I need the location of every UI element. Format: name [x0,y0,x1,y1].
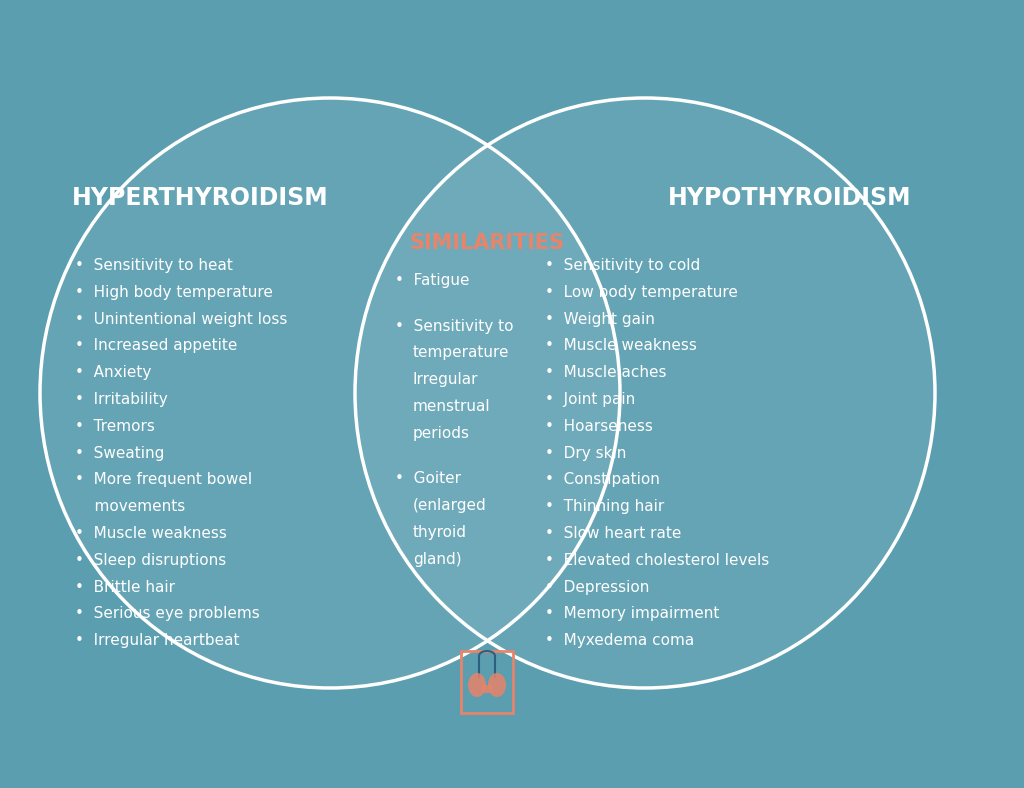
Text: •  More frequent bowel: • More frequent bowel [75,472,252,487]
Ellipse shape [355,98,935,688]
Text: •  Brittle hair: • Brittle hair [75,579,175,594]
Text: SIMILARITIES: SIMILARITIES [410,233,564,253]
Text: •  Memory impairment: • Memory impairment [545,606,720,621]
Text: •  Anxiety: • Anxiety [75,365,152,380]
Text: •  Sensitivity to cold: • Sensitivity to cold [545,258,700,273]
Text: •  Thinning hair: • Thinning hair [545,499,665,514]
Text: HYPOTHYROIDISM: HYPOTHYROIDISM [669,186,911,210]
Text: •  Low body temperature: • Low body temperature [545,284,738,299]
Text: •  Goiter: • Goiter [395,471,461,486]
Text: •  Sweating: • Sweating [75,445,165,460]
Text: •  Elevated cholesterol levels: • Elevated cholesterol levels [545,552,769,567]
Text: •  Irregular heartbeat: • Irregular heartbeat [75,633,240,648]
Text: •  Muscle weakness: • Muscle weakness [545,338,697,353]
Text: •  Constipation: • Constipation [545,472,659,487]
Text: •  Myxedema coma: • Myxedema coma [545,633,694,648]
Ellipse shape [468,673,486,697]
Text: •  High body temperature: • High body temperature [75,284,272,299]
Text: menstrual: menstrual [413,399,490,414]
Ellipse shape [40,98,620,688]
Text: •  Muscle weakness: • Muscle weakness [75,526,227,541]
Text: thyroid: thyroid [413,525,467,540]
Text: •  Irritability: • Irritability [75,392,168,407]
Text: Irregular: Irregular [413,372,478,387]
Text: •  Hoarseness: • Hoarseness [545,418,653,433]
Text: •  Joint pain: • Joint pain [545,392,635,407]
Text: •  Slow heart rate: • Slow heart rate [545,526,681,541]
Ellipse shape [488,673,506,697]
Text: •  Tremors: • Tremors [75,418,155,433]
Text: •  Weight gain: • Weight gain [545,311,655,326]
Text: •  Fatigue: • Fatigue [395,273,469,288]
Text: •  Increased appetite: • Increased appetite [75,338,238,353]
Text: •  Serious eye problems: • Serious eye problems [75,606,260,621]
Text: •  Muscle aches: • Muscle aches [545,365,667,380]
Text: movements: movements [75,499,185,514]
Bar [461,651,513,713]
Text: •  Sensitivity to: • Sensitivity to [395,318,513,333]
Text: •  Depression: • Depression [545,579,649,594]
Text: •  Sleep disruptions: • Sleep disruptions [75,552,226,567]
Text: •  Unintentional weight loss: • Unintentional weight loss [75,311,288,326]
Bar [482,685,492,693]
Text: •  Dry skin: • Dry skin [545,445,627,460]
Text: periods: periods [413,426,470,440]
Text: temperature: temperature [413,345,510,360]
Text: (enlarged: (enlarged [413,498,486,513]
Text: HYPERTHYROIDISM: HYPERTHYROIDISM [72,186,329,210]
Text: gland): gland) [413,552,462,567]
Text: •  Sensitivity to heat: • Sensitivity to heat [75,258,232,273]
